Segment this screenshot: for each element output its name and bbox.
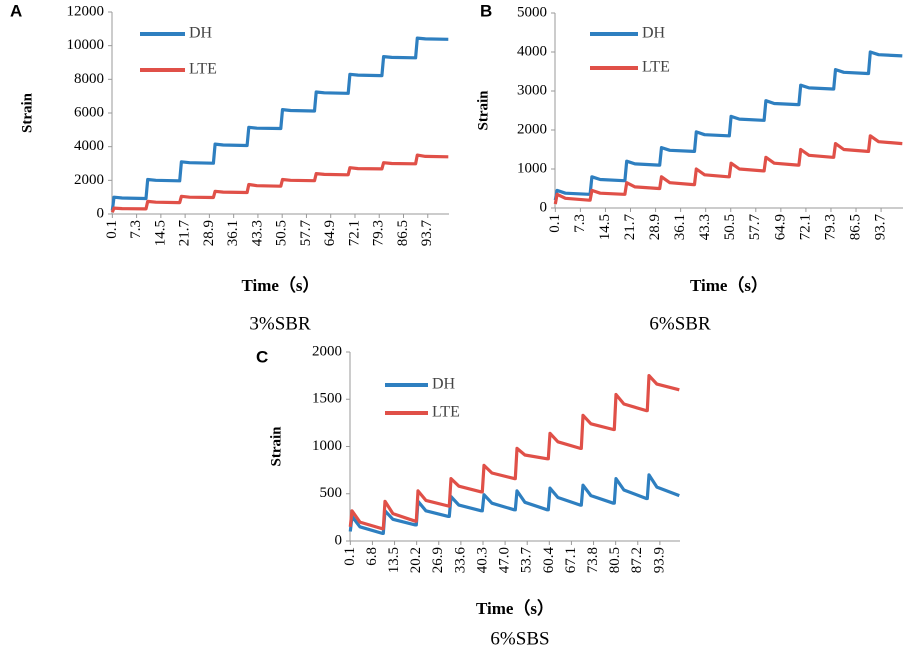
x-tick-label: 47.0 — [497, 547, 513, 573]
y-tick-label: 0 — [97, 205, 105, 221]
legend-label: LTE — [189, 61, 217, 78]
x-tick-label: 93.7 — [873, 214, 889, 241]
x-tick-label: 33.6 — [452, 547, 468, 574]
legend-label: DH — [432, 376, 456, 393]
x-tick-label: 67.1 — [563, 547, 579, 573]
panel-label: B — [480, 1, 492, 20]
legend-label: LTE — [432, 404, 460, 421]
y-tick-label: 1000 — [517, 160, 547, 176]
y-axis-title: Strain — [475, 90, 491, 131]
y-tick-label: 0 — [540, 199, 548, 215]
x-tick-label: 21.7 — [622, 214, 638, 241]
x-tick-label: 72.1 — [797, 214, 813, 240]
x-tick-label: 36.1 — [672, 214, 688, 240]
series-line — [348, 374, 680, 531]
caption: 6%SBR — [649, 313, 711, 334]
x-tick-label: 20.2 — [408, 547, 424, 573]
y-tick-label: 8000 — [74, 71, 104, 87]
x-tick-label: 57.7 — [298, 220, 314, 247]
x-tick-label: 64.9 — [322, 220, 338, 246]
x-tick-label: 87.2 — [629, 547, 645, 573]
series-line — [553, 50, 903, 201]
panel-label: C — [256, 347, 268, 366]
y-tick-label: 2000 — [74, 172, 104, 188]
x-tick-label: 13.5 — [386, 547, 402, 573]
x-tick-label: 53.7 — [519, 547, 535, 574]
y-tick-label: 1500 — [312, 391, 342, 407]
x-tick-label: 79.3 — [371, 220, 387, 246]
x-axis-title: Time（s） — [690, 275, 768, 295]
y-tick-label: 10000 — [67, 37, 105, 53]
x-tick-label: 40.3 — [474, 547, 490, 573]
y-tick-label: 2000 — [517, 121, 547, 137]
series-line — [553, 134, 903, 205]
x-tick-label: 26.9 — [430, 547, 446, 573]
y-tick-label: 1000 — [312, 438, 342, 454]
x-tick-label: 36.1 — [225, 220, 241, 246]
x-tick-label: 28.9 — [647, 214, 663, 240]
x-tick-label: 86.5 — [847, 214, 863, 240]
legend-label: DH — [642, 25, 666, 42]
x-tick-label: 79.3 — [822, 214, 838, 240]
x-tick-label: 28.9 — [201, 220, 217, 246]
y-tick-label: 12000 — [67, 3, 105, 19]
x-tick-label: 43.3 — [249, 220, 265, 246]
x-axis-title: Time（s） — [476, 598, 554, 618]
panel-label: A — [10, 1, 22, 20]
x-tick-label: 80.5 — [607, 547, 623, 573]
series-line — [348, 473, 680, 535]
x-tick-label: 73.8 — [585, 547, 601, 573]
y-tick-label: 0 — [335, 532, 343, 548]
x-tick-label: 7.3 — [128, 220, 144, 239]
y-axis-title: Strain — [19, 92, 35, 133]
y-tick-label: 500 — [320, 485, 343, 501]
x-axis-title: Time（s） — [241, 275, 319, 295]
series-line — [110, 36, 449, 211]
y-tick-label: 6000 — [74, 104, 104, 120]
series-line — [110, 153, 449, 213]
y-tick-label: 3000 — [517, 82, 547, 98]
x-tick-label: 14.5 — [152, 220, 168, 246]
x-tick-label: 0.1 — [547, 214, 563, 233]
x-tick-label: 21.7 — [177, 220, 193, 247]
caption: 6%SBS — [490, 628, 549, 649]
y-tick-label: 4000 — [74, 138, 104, 154]
x-tick-label: 64.9 — [772, 214, 788, 240]
x-tick-label: 0.1 — [104, 220, 120, 239]
x-tick-label: 60.4 — [541, 547, 557, 574]
x-tick-label: 93.7 — [419, 220, 435, 247]
x-tick-label: 86.5 — [395, 220, 411, 246]
legend-label: DH — [189, 25, 213, 42]
caption: 3%SBR — [249, 313, 311, 334]
x-tick-label: 57.7 — [747, 214, 763, 241]
x-tick-label: 72.1 — [346, 220, 362, 246]
x-tick-label: 93.9 — [651, 547, 667, 573]
legend-label: LTE — [642, 59, 670, 76]
x-tick-label: 6.8 — [364, 547, 380, 566]
x-tick-label: 14.5 — [597, 214, 613, 240]
y-tick-label: 5000 — [517, 4, 547, 20]
y-axis-title: Strain — [268, 426, 284, 467]
x-tick-label: 7.3 — [572, 214, 588, 233]
x-tick-label: 0.1 — [342, 547, 358, 566]
y-tick-label: 4000 — [517, 43, 547, 59]
y-tick-label: 2000 — [312, 343, 342, 359]
x-tick-label: 43.3 — [697, 214, 713, 240]
x-tick-label: 50.5 — [722, 214, 738, 240]
x-tick-label: 50.5 — [274, 220, 290, 246]
